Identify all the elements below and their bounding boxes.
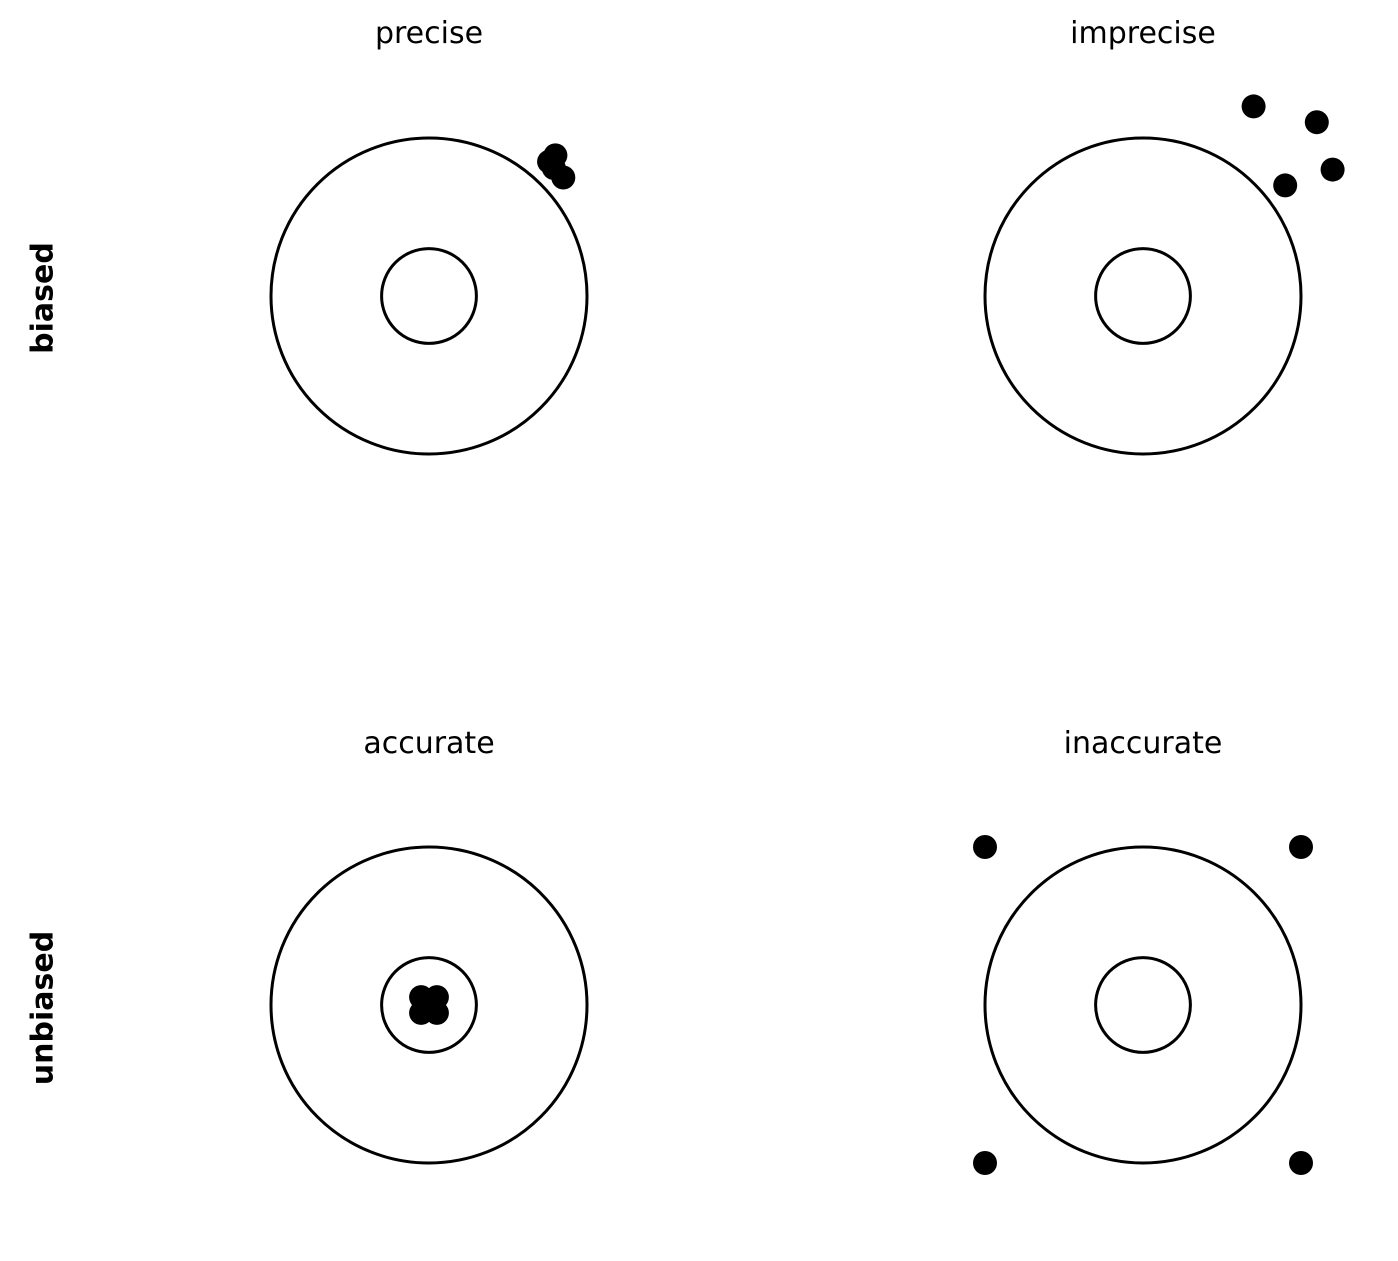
bullseye-ring — [1094, 956, 1192, 1054]
outer-ring — [269, 136, 589, 456]
outer-ring — [983, 845, 1303, 1165]
shot-dot — [1289, 1151, 1313, 1175]
panel-accurate: accurate — [269, 726, 589, 1165]
shot-dot — [973, 835, 997, 859]
shot-dot — [1241, 94, 1266, 119]
row-label-unbiased: unbiased — [26, 931, 61, 1085]
shot-dot — [1320, 157, 1345, 182]
panel-title: precise — [375, 16, 483, 51]
outer-ring — [269, 845, 589, 1165]
shot-dot — [1289, 835, 1313, 859]
panel-precise: precise — [269, 16, 589, 456]
shot-dot — [973, 1151, 997, 1175]
bullseye-ring — [380, 956, 478, 1054]
bullseye-ring — [380, 247, 478, 345]
panel-inaccurate: inaccurate — [973, 726, 1313, 1175]
panel-title: imprecise — [1070, 16, 1216, 51]
shot-dot — [541, 156, 566, 181]
shot-dot — [1273, 173, 1298, 198]
outer-ring — [983, 136, 1303, 456]
panel-imprecise: imprecise — [983, 16, 1345, 456]
shot-dot — [424, 1000, 449, 1025]
bullseye-ring — [1094, 247, 1192, 345]
row-label-biased: biased — [26, 242, 61, 354]
panel-title: inaccurate — [1064, 726, 1223, 761]
panel-title: accurate — [363, 726, 494, 761]
shot-dot — [1304, 110, 1329, 135]
